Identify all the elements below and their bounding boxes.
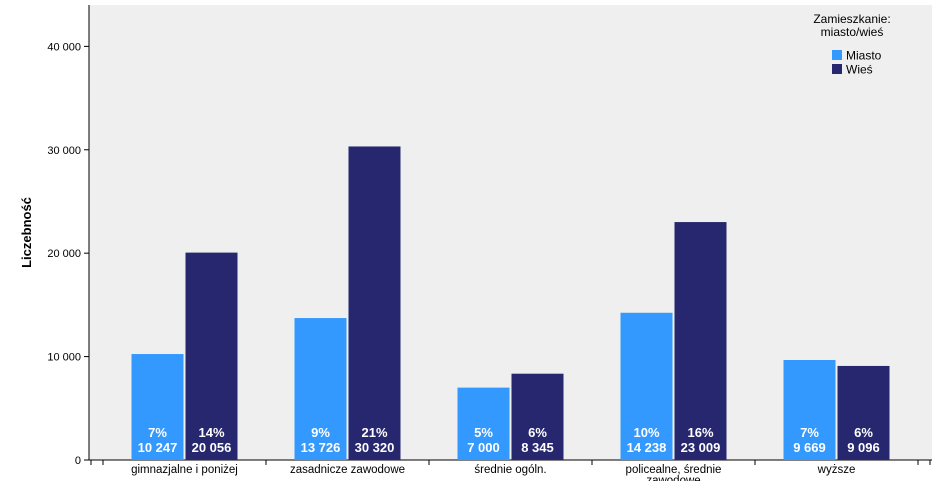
bar-wieś bbox=[511, 373, 564, 460]
y-tick-label: 40 000 bbox=[47, 41, 81, 53]
x-category-label: zawodowe bbox=[646, 475, 700, 481]
bar-value-label: 13 726 bbox=[301, 440, 341, 455]
bar-value-label: 14 238 bbox=[627, 440, 667, 455]
bar-value-label: 7 000 bbox=[467, 440, 500, 455]
bar-miasto bbox=[620, 312, 673, 460]
legend-swatch bbox=[832, 64, 842, 74]
x-category-label: policealne, średnie bbox=[626, 464, 722, 476]
bar-percent-label: 14% bbox=[198, 425, 224, 440]
bar-percent-label: 21% bbox=[361, 425, 387, 440]
bar-miasto bbox=[294, 318, 347, 460]
bar-value-label: 20 056 bbox=[192, 440, 232, 455]
bar-percent-label: 10% bbox=[633, 425, 659, 440]
bar-value-label: 30 320 bbox=[355, 440, 395, 455]
bar-value-label: 8 345 bbox=[521, 440, 554, 455]
legend-entry-label: Wieś bbox=[846, 63, 873, 77]
bar-wieś bbox=[185, 252, 238, 460]
y-tick-label: 10 000 bbox=[47, 352, 81, 364]
x-category-label: zasadnicze zawodowe bbox=[290, 464, 405, 476]
bar-miasto bbox=[131, 354, 184, 460]
y-tick-label: 20 000 bbox=[47, 248, 81, 260]
x-category-label: gimnazjalne i poniżej bbox=[131, 464, 238, 476]
bar-percent-label: 6% bbox=[854, 425, 873, 440]
legend-title: Zamieszkanie: bbox=[813, 12, 890, 26]
bar-percent-label: 7% bbox=[148, 425, 167, 440]
bar-miasto bbox=[457, 387, 510, 460]
bar-wieś bbox=[348, 146, 401, 461]
bar-percent-label: 7% bbox=[800, 425, 819, 440]
y-axis-title: Liczebność bbox=[19, 197, 34, 268]
bar-percent-label: 6% bbox=[528, 425, 547, 440]
x-category-label: średnie ogóln. bbox=[474, 464, 546, 476]
legend-swatch bbox=[832, 50, 842, 60]
bar-value-label: 10 247 bbox=[138, 440, 178, 455]
bar-miasto bbox=[783, 360, 836, 460]
bar-value-label: 23 009 bbox=[681, 440, 721, 455]
bar-percent-label: 5% bbox=[474, 425, 493, 440]
y-tick-label: 30 000 bbox=[47, 145, 81, 157]
bar-wieś bbox=[674, 222, 727, 460]
legend-title: miasto/wieś bbox=[821, 25, 884, 39]
bar-wieś bbox=[837, 365, 890, 460]
legend-entry-label: Miasto bbox=[846, 49, 882, 63]
x-category-label: wyższe bbox=[817, 464, 856, 476]
bar-percent-label: 16% bbox=[687, 425, 713, 440]
bar-value-label: 9 669 bbox=[793, 440, 826, 455]
y-tick-label: 0 bbox=[75, 455, 81, 467]
bar-value-label: 9 096 bbox=[847, 440, 880, 455]
bar-percent-label: 9% bbox=[311, 425, 330, 440]
